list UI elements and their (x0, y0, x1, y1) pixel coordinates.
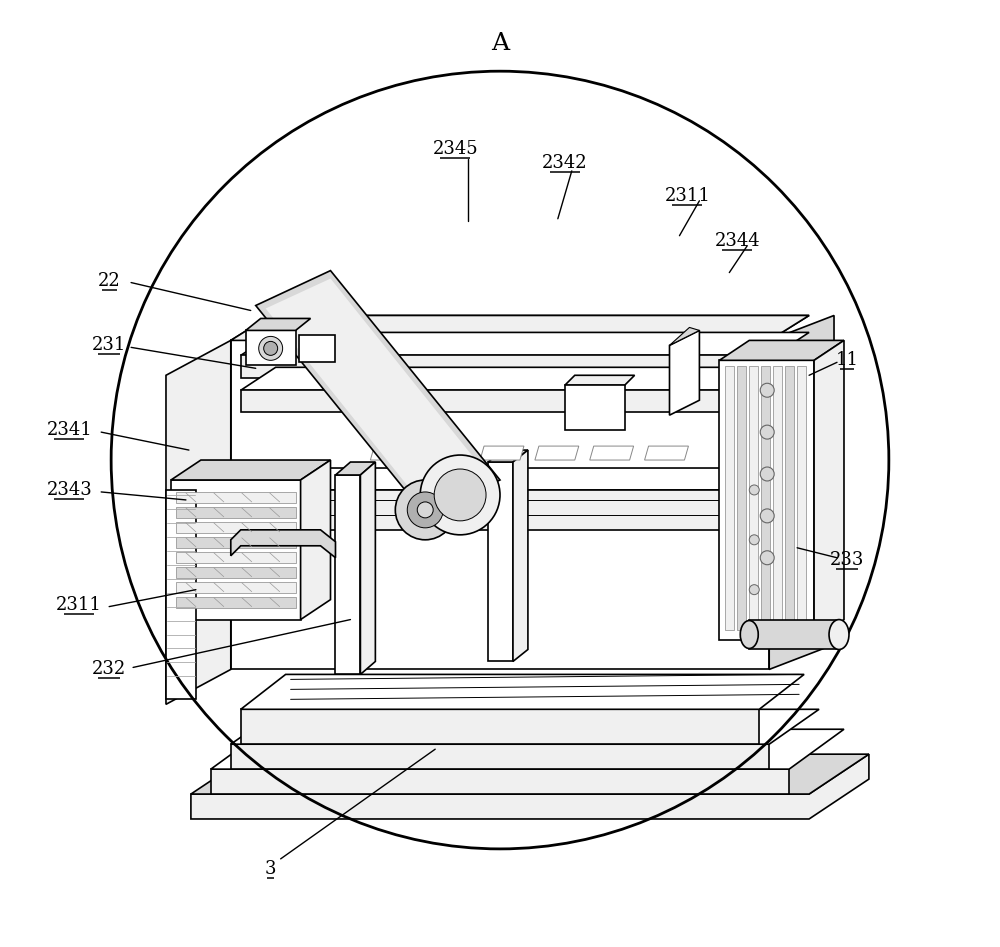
Polygon shape (785, 366, 794, 630)
Polygon shape (773, 366, 782, 630)
Polygon shape (231, 340, 769, 670)
Circle shape (749, 535, 759, 545)
Circle shape (760, 467, 774, 481)
Polygon shape (513, 450, 528, 661)
Polygon shape (737, 366, 746, 630)
Polygon shape (211, 729, 844, 769)
Polygon shape (670, 328, 699, 346)
Text: 3: 3 (265, 860, 276, 878)
Polygon shape (241, 367, 809, 390)
Text: 231: 231 (92, 336, 126, 354)
Ellipse shape (740, 620, 758, 649)
Circle shape (434, 469, 486, 521)
Polygon shape (241, 390, 774, 412)
Circle shape (760, 551, 774, 564)
Text: 11: 11 (835, 351, 858, 369)
Polygon shape (335, 462, 375, 475)
Circle shape (420, 456, 500, 535)
Polygon shape (176, 597, 296, 608)
Polygon shape (191, 754, 869, 794)
Polygon shape (488, 450, 528, 462)
Polygon shape (231, 709, 819, 744)
Polygon shape (176, 581, 296, 593)
Polygon shape (299, 335, 335, 363)
Text: 2342: 2342 (542, 154, 588, 172)
Polygon shape (211, 769, 789, 794)
Polygon shape (231, 315, 809, 340)
Polygon shape (231, 315, 809, 340)
Text: 233: 233 (830, 551, 864, 569)
Polygon shape (176, 552, 296, 563)
Text: 2311: 2311 (665, 187, 710, 205)
Polygon shape (719, 340, 844, 360)
Text: 22: 22 (98, 272, 121, 290)
Polygon shape (201, 468, 807, 490)
Text: 2344: 2344 (714, 232, 760, 250)
Text: 2345: 2345 (432, 140, 478, 158)
Circle shape (760, 425, 774, 439)
Polygon shape (335, 475, 360, 674)
Polygon shape (425, 446, 469, 460)
Circle shape (264, 341, 278, 355)
Circle shape (259, 336, 283, 360)
Circle shape (749, 485, 759, 495)
Polygon shape (535, 446, 579, 460)
Polygon shape (246, 318, 311, 331)
Polygon shape (749, 619, 839, 650)
Polygon shape (246, 331, 296, 366)
Polygon shape (360, 462, 375, 674)
Polygon shape (241, 674, 804, 709)
Polygon shape (645, 446, 688, 460)
Polygon shape (370, 446, 414, 460)
Polygon shape (797, 366, 806, 630)
Text: 2341: 2341 (46, 421, 92, 439)
Circle shape (407, 491, 443, 527)
Polygon shape (191, 754, 869, 819)
Circle shape (749, 584, 759, 595)
Polygon shape (166, 340, 231, 705)
Polygon shape (176, 566, 296, 578)
Circle shape (760, 384, 774, 397)
Polygon shape (488, 462, 513, 661)
Ellipse shape (829, 619, 849, 650)
Polygon shape (171, 460, 330, 480)
Polygon shape (241, 355, 774, 378)
Polygon shape (176, 537, 296, 547)
Polygon shape (201, 490, 769, 529)
Polygon shape (719, 360, 814, 639)
Polygon shape (565, 385, 625, 430)
Polygon shape (670, 331, 699, 415)
Polygon shape (266, 278, 490, 508)
Polygon shape (176, 491, 296, 503)
Polygon shape (171, 480, 301, 619)
Polygon shape (256, 271, 500, 515)
Polygon shape (749, 366, 758, 630)
Circle shape (760, 509, 774, 523)
Polygon shape (565, 375, 635, 385)
Circle shape (417, 502, 433, 518)
Polygon shape (769, 315, 834, 670)
Polygon shape (166, 490, 196, 699)
Text: 232: 232 (92, 660, 126, 678)
Polygon shape (480, 446, 524, 460)
Polygon shape (725, 366, 734, 630)
Text: 2343: 2343 (46, 481, 92, 499)
Polygon shape (761, 366, 770, 630)
Text: A: A (491, 32, 509, 55)
Polygon shape (241, 709, 759, 744)
Polygon shape (241, 332, 809, 355)
Circle shape (395, 480, 455, 540)
Polygon shape (176, 507, 296, 518)
Polygon shape (301, 460, 330, 619)
Polygon shape (590, 446, 634, 460)
Polygon shape (231, 744, 769, 769)
Text: 2311: 2311 (56, 596, 102, 614)
Polygon shape (814, 340, 844, 639)
Polygon shape (176, 522, 296, 533)
Polygon shape (231, 529, 335, 558)
